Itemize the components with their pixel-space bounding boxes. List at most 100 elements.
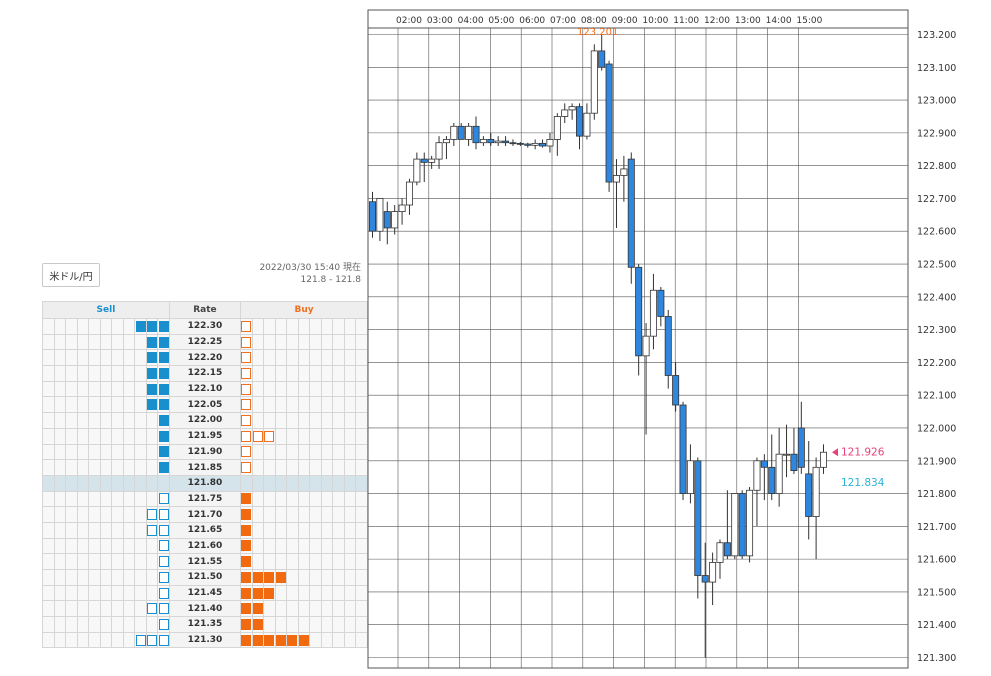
sell-block-empty [158, 603, 169, 615]
buy-block-filled [287, 634, 298, 646]
buy-block-filled [241, 493, 252, 505]
candle-body [686, 460, 694, 494]
sell-block-empty [147, 509, 158, 521]
candle-body [391, 211, 399, 229]
buy-block-filled [252, 571, 263, 583]
candle-body [450, 125, 458, 140]
buy-block-filled [241, 603, 252, 615]
rate-cell: 122.25 [168, 333, 242, 351]
sell-block-empty [158, 509, 169, 521]
x-tick-label: 13:00 [735, 16, 761, 26]
candle-body [465, 125, 473, 140]
buy-block-filled [241, 618, 252, 630]
buy-block-filled [275, 634, 286, 646]
candle-body [383, 211, 391, 229]
buy-block-empty [241, 336, 252, 348]
candle-body [657, 289, 665, 317]
sell-block-filled [147, 352, 158, 364]
candle-body [494, 140, 502, 144]
order-book-row: 121.85 [42, 459, 368, 476]
y-tick-label: 121.400 [917, 620, 956, 631]
buy-block-empty [241, 352, 252, 364]
x-tick-label: 14:00 [766, 16, 792, 26]
ask-marker [832, 448, 838, 457]
sell-block-empty [135, 634, 146, 646]
rate-header: Rate [168, 301, 242, 319]
x-tick-label: 08:00 [581, 16, 607, 26]
x-tick-label: 12:00 [704, 16, 730, 26]
candle-body [812, 466, 820, 517]
candle-body [723, 542, 731, 557]
sell-block-empty [147, 634, 158, 646]
x-tick-label: 02:00 [396, 16, 422, 26]
timestamp-line: 2022/03/30 15:40 現在 [259, 263, 361, 273]
buy-block-filled [241, 540, 252, 552]
sell-block-empty [158, 540, 169, 552]
candle-body [479, 139, 487, 144]
order-book: Sell Rate Buy 122.30 122.25 122.20 122.15 12… [42, 301, 368, 649]
candle-body [635, 266, 643, 357]
buy-block-filled [241, 571, 252, 583]
candle-body [583, 112, 591, 137]
candle-body [405, 181, 413, 206]
buy-block-filled [241, 634, 252, 646]
candle-body [472, 125, 480, 144]
candle-body [502, 140, 510, 144]
buy-block-filled [241, 524, 252, 536]
order-book-header: Sell Rate Buy [42, 301, 368, 319]
order-book-row: 122.20 [42, 349, 368, 367]
buy-block-filled [264, 587, 275, 599]
sell-block-filled [158, 352, 169, 364]
order-book-row: 121.75 [42, 490, 368, 508]
candle-body [561, 109, 569, 117]
candle-body [805, 473, 813, 517]
buy-block-filled [252, 587, 263, 599]
candle-body [612, 175, 620, 183]
y-tick-label: 122.700 [917, 194, 956, 205]
candle-body [694, 460, 702, 576]
order-book-row: 121.80 [42, 474, 368, 492]
candle-body [790, 453, 798, 471]
sell-block-filled [158, 383, 169, 395]
candle-body [783, 453, 791, 456]
order-book-row: 121.30 [42, 631, 368, 649]
buy-block-filled [275, 571, 286, 583]
y-tick-label: 122.500 [917, 260, 956, 271]
order-book-row: 122.05 [42, 396, 368, 414]
y-tick-label: 122.800 [917, 161, 956, 172]
sell-block-empty [158, 571, 169, 583]
y-tick-label: 121.300 [917, 653, 956, 664]
rate-cell: 121.50 [168, 569, 242, 586]
candle-body [553, 116, 561, 140]
buy-block-empty [241, 446, 252, 458]
sell-block-filled [147, 367, 158, 379]
y-tick-label: 122.300 [917, 325, 956, 336]
sell-block-filled [158, 336, 169, 348]
x-tick-label: 03:00 [427, 16, 453, 26]
sell-header: Sell [42, 301, 170, 319]
sell-block-filled [158, 462, 169, 474]
sell-block-empty [158, 634, 169, 646]
order-book-row: 122.25 [42, 333, 368, 351]
buy-block-empty [241, 430, 252, 442]
candle-body [516, 142, 524, 145]
sell-block-filled [158, 320, 169, 332]
currency-pair-button[interactable]: 米ドル/円 [42, 263, 100, 287]
candle-body [539, 142, 547, 147]
x-tick-label: 15:00 [796, 16, 822, 26]
order-book-row: 122.15 [42, 365, 368, 382]
candle-body [797, 427, 805, 468]
candle-body [442, 139, 450, 144]
x-tick-label: 10:00 [642, 16, 668, 26]
candle-body [738, 493, 746, 557]
sell-block-filled [158, 430, 169, 442]
sell-block-empty [158, 493, 169, 505]
ask-price-label: 121.926 [841, 447, 885, 459]
order-book-row: 121.60 [42, 537, 368, 555]
x-tick-label: 09:00 [612, 16, 638, 26]
order-book-row: 122.30 [42, 318, 368, 335]
y-tick-label: 122.900 [917, 128, 956, 139]
sell-block-filled [135, 320, 146, 332]
rate-cell: 121.85 [168, 459, 242, 476]
